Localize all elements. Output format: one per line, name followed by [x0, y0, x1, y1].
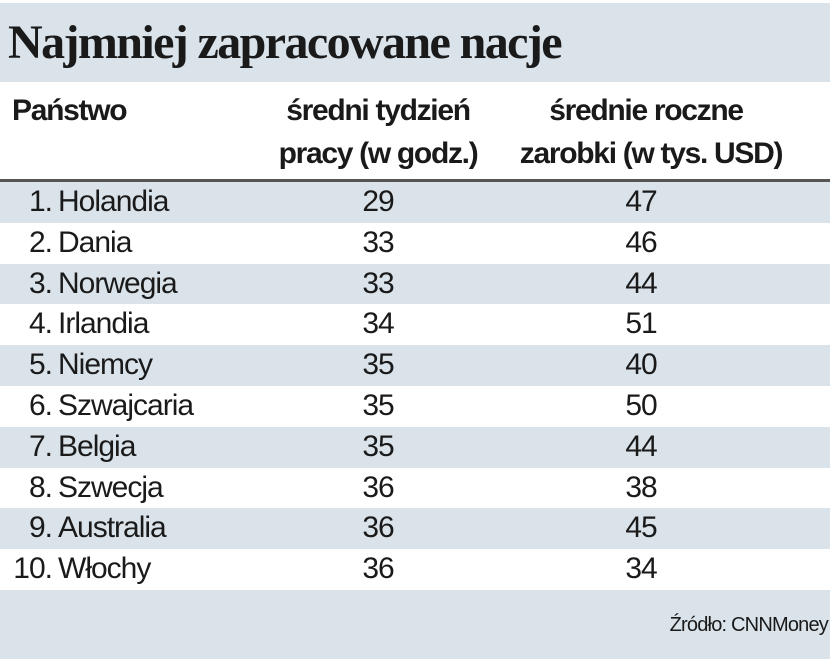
country-cell: Niemcy [58, 348, 153, 382]
country-cell: Irlandia [58, 307, 149, 341]
earnings-cell: 40 [625, 348, 657, 382]
earnings-cell: 46 [625, 225, 657, 259]
country-cell: Australia [58, 511, 167, 545]
table-row: 8. Szwecja 36 38 [0, 468, 830, 509]
table-row: 5. Niemcy 35 40 [0, 345, 830, 386]
country-cell: Holandia [58, 185, 169, 218]
hours-cell: 33 [362, 225, 394, 259]
rank-cell: 4. [28, 307, 53, 341]
earnings-cell: 51 [625, 307, 657, 341]
earnings-cell: 44 [625, 429, 657, 463]
rank-cell: 10. [13, 552, 53, 586]
header-earnings-line2: zarobki (w tys. USD) [519, 137, 784, 170]
country-cell: Belgia [58, 429, 136, 463]
earnings-cell: 34 [625, 552, 657, 586]
table-body: 1. Holandia 29 47 2. Dania 33 46 3. Norwegia 33 44 4… [0, 182, 830, 590]
rank-cell: 9. [28, 511, 53, 545]
header-earnings-line1: średnie roczne [549, 94, 744, 127]
hours-cell: 35 [362, 388, 394, 422]
country-cell: Dania [58, 225, 132, 259]
hours-cell: 29 [362, 185, 394, 218]
table-row: 3. Norwegia 33 44 [0, 263, 830, 305]
hours-cell: 36 [362, 511, 394, 545]
hours-cell: 36 [362, 470, 394, 504]
country-cell: Szwecja [58, 470, 164, 504]
country-cell: Włochy [58, 552, 151, 586]
earnings-cell: 47 [625, 185, 657, 218]
table-row: 6. Szwajcaria 35 50 [0, 386, 830, 427]
rank-cell: 8. [28, 470, 53, 504]
hours-cell: 33 [362, 266, 394, 300]
rank-cell: 5. [28, 348, 53, 382]
header-hours-line2: pracy (w godz.) [278, 137, 479, 170]
header-country: Państwo [12, 94, 128, 127]
rank-cell: 1. [28, 185, 53, 218]
table-row: 4. Irlandia 34 51 [0, 304, 830, 345]
rank-cell: 3. [28, 266, 53, 300]
rank-cell: 2. [28, 225, 53, 259]
earnings-cell: 50 [625, 388, 657, 422]
table-row: 9. Australia 36 45 [0, 508, 830, 550]
title-band: Najmniej zapracowane nacje [0, 3, 830, 82]
hours-cell: 36 [362, 552, 394, 586]
earnings-cell: 38 [625, 470, 657, 504]
rank-cell: 7. [28, 429, 53, 463]
header-divider [0, 179, 830, 182]
country-cell: Szwajcaria [58, 388, 194, 422]
source-note: Źródło: CNNMoney [669, 614, 829, 636]
hours-cell: 35 [362, 348, 394, 382]
earnings-cell: 45 [625, 511, 657, 545]
table-row: 7. Belgia 35 44 [0, 426, 830, 468]
earnings-cell: 44 [625, 266, 657, 300]
hours-cell: 35 [362, 429, 394, 463]
hours-cell: 34 [362, 307, 394, 341]
table-row: 1. Holandia 29 47 [0, 182, 830, 223]
footer-band: Źródło: CNNMoney [0, 590, 830, 659]
page-title: Najmniej zapracowane nacje [8, 16, 563, 69]
rank-cell: 6. [28, 388, 53, 422]
table-row: 10. Włochy 36 34 [0, 549, 830, 590]
country-cell: Norwegia [58, 266, 178, 300]
table-row: 2. Dania 33 46 [0, 223, 830, 264]
header-hours-line1: średni tydzień [286, 94, 471, 127]
